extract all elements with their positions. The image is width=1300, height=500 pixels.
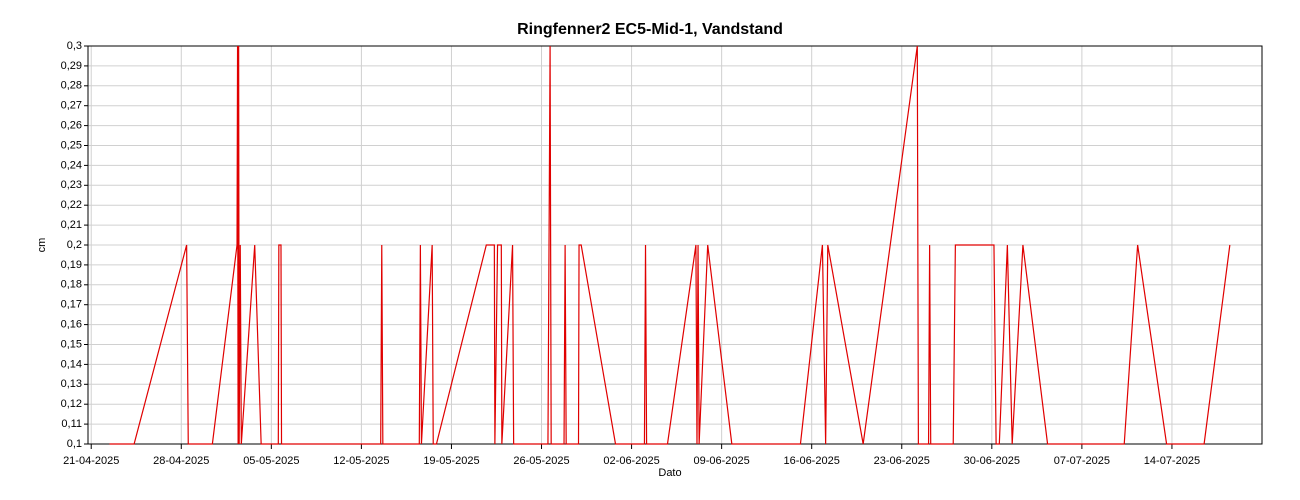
y-tick-label: 0,25 xyxy=(61,139,82,151)
y-tick-label: 0,11 xyxy=(61,418,82,430)
y-tick-label: 0,26 xyxy=(61,120,82,132)
x-axis-label: Dato xyxy=(658,467,681,479)
x-tick-label: 19-05-2025 xyxy=(423,455,479,467)
plot-frame xyxy=(87,45,1263,445)
y-tick-label: 0,19 xyxy=(61,259,82,271)
x-tick-label: 07-07-2025 xyxy=(1054,455,1110,467)
x-tick-label: 02-06-2025 xyxy=(603,455,659,467)
x-tick-label: 28-04-2025 xyxy=(153,455,209,467)
x-tick-label: 14-07-2025 xyxy=(1144,455,1200,467)
x-tick-label: 16-06-2025 xyxy=(784,455,840,467)
y-tick-label: 0,28 xyxy=(61,80,82,92)
y-tick-label: 0,29 xyxy=(61,60,82,72)
y-tick-label: 0,15 xyxy=(61,338,82,350)
y-tick-label: 0,13 xyxy=(61,378,82,390)
y-tick-label: 0,23 xyxy=(61,179,82,191)
x-tick-label: 21-04-2025 xyxy=(63,455,119,467)
y-tick-label: 0,21 xyxy=(61,219,82,231)
y-tick-label: 0,14 xyxy=(61,358,82,370)
data-line xyxy=(109,45,1231,445)
x-tick-label: 12-05-2025 xyxy=(333,455,389,467)
chart-title: Ringfenner2 EC5-Mid-1, Vandstand xyxy=(517,21,783,38)
y-tick-label: 0,17 xyxy=(61,299,82,311)
y-tick-label: 0,24 xyxy=(61,159,82,171)
y-tick-label: 0,22 xyxy=(61,199,82,211)
x-tick-label: 09-06-2025 xyxy=(693,455,749,467)
y-axis-label: cm xyxy=(36,238,48,253)
y-tick-label: 0,3 xyxy=(67,40,82,52)
y-tick-label: 0,2 xyxy=(67,239,82,251)
x-tick-label: 26-05-2025 xyxy=(513,455,569,467)
x-tick-label: 30-06-2025 xyxy=(964,455,1020,467)
y-tick-label: 0,12 xyxy=(61,398,82,410)
y-tick-label: 0,16 xyxy=(61,319,82,331)
y-tick-label: 0,1 xyxy=(67,438,82,450)
y-tick-label: 0,27 xyxy=(61,100,82,112)
x-tick-label: 23-06-2025 xyxy=(874,455,930,467)
x-tick-label: 05-05-2025 xyxy=(243,455,299,467)
y-tick-label: 0,18 xyxy=(61,279,82,291)
